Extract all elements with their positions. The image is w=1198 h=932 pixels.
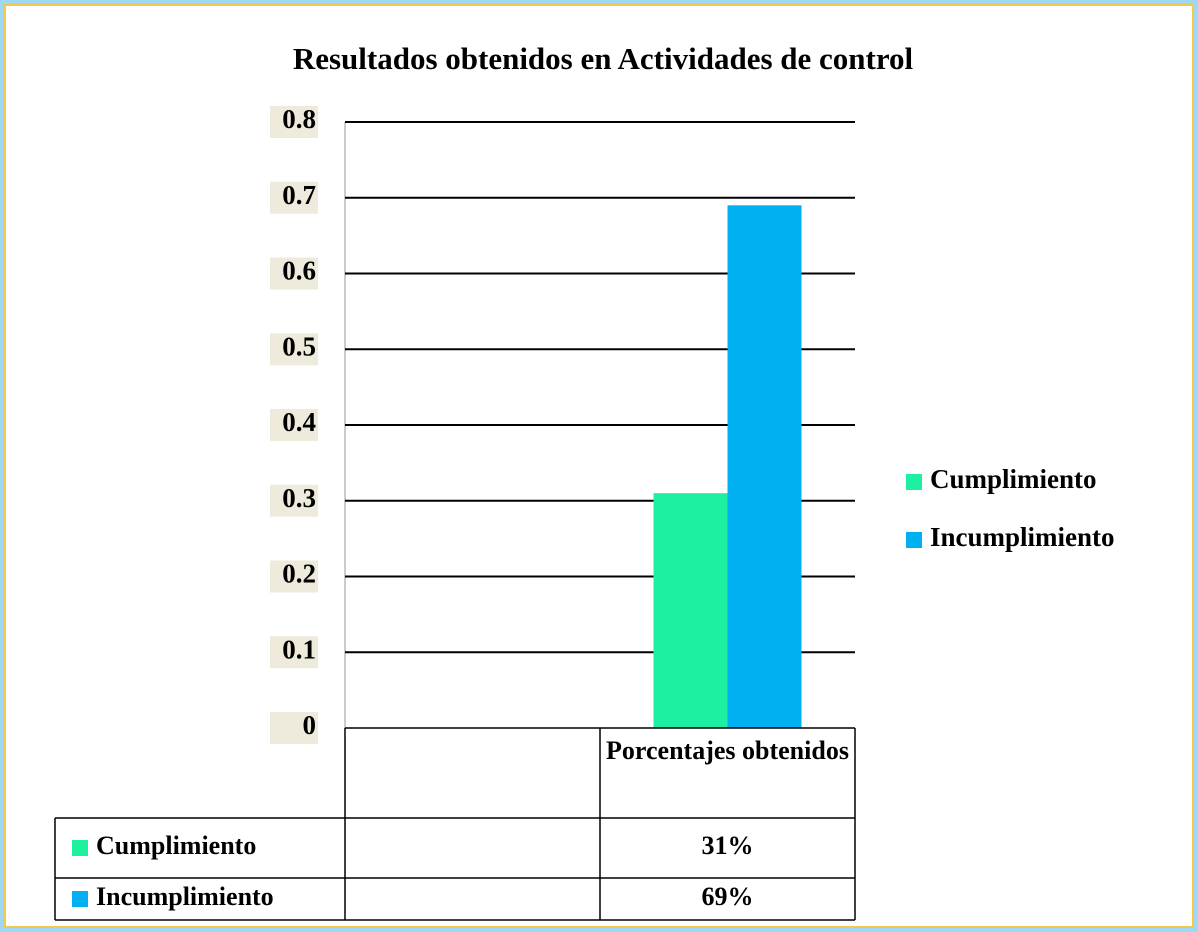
x-tick-label-box: Porcentajes obtenidos <box>606 736 849 765</box>
y-tick-bg <box>270 560 318 593</box>
y-tick-label: 0 <box>303 710 317 740</box>
x-tick-label: Porcentajes obtenidos <box>606 736 849 765</box>
y-tick-bg <box>270 636 318 669</box>
legend-key <box>906 474 922 490</box>
y-tick-bg <box>270 257 318 290</box>
bar <box>653 493 728 728</box>
table-legend-key <box>72 891 88 907</box>
bar <box>727 205 802 728</box>
table-legend-key <box>72 840 88 856</box>
y-tick-label: 0.6 <box>282 256 316 286</box>
table-value: 69% <box>702 882 754 911</box>
table-series-name: Incumplimiento <box>96 882 274 911</box>
frame <box>4 4 1194 928</box>
table-series-name: Cumplimiento <box>96 831 256 860</box>
y-tick-label: 0.5 <box>282 331 316 361</box>
legend-key <box>906 532 922 548</box>
legend-label: Cumplimiento <box>930 464 1097 494</box>
y-tick-bg <box>270 181 318 214</box>
y-tick-bg <box>270 484 318 517</box>
y-tick-label: 0.3 <box>282 483 316 513</box>
y-tick-label: 0.8 <box>282 104 316 134</box>
y-tick-bg <box>270 409 318 441</box>
legend-label: Incumplimiento <box>930 522 1115 552</box>
chart-title: Resultados obtenidos en Actividades de c… <box>293 41 914 76</box>
y-tick-label: 0.1 <box>282 634 316 664</box>
y-tick-bg <box>270 106 318 138</box>
y-tick-bg <box>270 333 318 366</box>
y-tick-bg <box>270 712 318 744</box>
y-tick-label: 0.7 <box>282 180 316 210</box>
table-value: 31% <box>702 831 754 860</box>
y-tick-label: 0.4 <box>282 407 316 437</box>
y-tick-label: 0.2 <box>282 559 316 589</box>
